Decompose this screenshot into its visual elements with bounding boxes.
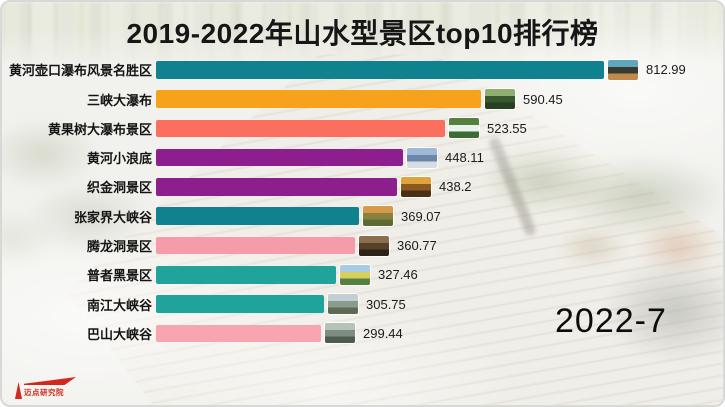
bar-row: 巴山大峡谷 299.44 bbox=[2, 323, 723, 344]
bar-row: 三峡大瀑布 590.45 bbox=[2, 89, 723, 110]
bar-label: 巴山大峡谷 bbox=[86, 326, 152, 342]
bar-row: 黄河小浪底 448.11 bbox=[2, 147, 723, 168]
bar-row: 南江大峡谷 305.75 bbox=[2, 294, 723, 315]
bars: 黄河壶口瀑布风景名胜区 812.99 三峡大瀑布 590.45 黄果树大瀑布景区… bbox=[2, 59, 723, 354]
bar bbox=[156, 148, 403, 167]
bar bbox=[156, 119, 445, 138]
bar-row: 黄果树大瀑布景区 523.55 bbox=[2, 118, 723, 139]
bar bbox=[156, 266, 336, 284]
bar-row: 黄河壶口瀑布风景名胜区 812.99 bbox=[2, 59, 723, 80]
bar bbox=[156, 90, 481, 108]
bar-row: 普者黑景区 327.46 bbox=[2, 264, 723, 285]
bar-value: 438.2 bbox=[439, 179, 472, 195]
bar-label: 腾龙洞景区 bbox=[86, 239, 152, 255]
bar bbox=[156, 295, 324, 313]
bar bbox=[156, 324, 321, 343]
bar-label: 黄果树大瀑布景区 bbox=[47, 121, 152, 137]
bar-label: 南江大峡谷 bbox=[86, 297, 152, 313]
bar-thumbnail bbox=[363, 206, 393, 227]
bar-value: 299.44 bbox=[363, 325, 403, 341]
bar-thumbnail bbox=[449, 118, 479, 139]
bar-value: 523.55 bbox=[487, 120, 527, 136]
bar-value: 448.11 bbox=[445, 150, 484, 166]
bar-thumbnail bbox=[485, 89, 515, 110]
watermark-text: 迈点研究院 bbox=[24, 388, 64, 397]
bar-thumbnail bbox=[328, 294, 358, 315]
bar-label: 三峡大瀑布 bbox=[86, 92, 152, 108]
bar-label: 黄河小浪底 bbox=[86, 151, 152, 167]
bar-label: 黄河壶口瀑布风景名胜区 bbox=[8, 63, 152, 79]
bar-value: 327.46 bbox=[378, 267, 418, 283]
bar-thumbnail bbox=[401, 176, 431, 197]
watermark-logo: 迈点研究院 bbox=[15, 375, 81, 401]
lighthouse-icon bbox=[15, 382, 22, 399]
bar-value: 360.77 bbox=[397, 238, 437, 254]
chart-title: 2019-2022年山水型景区top10排行榜 bbox=[126, 18, 599, 49]
bar bbox=[156, 236, 355, 255]
bar-label: 张家界大峡谷 bbox=[73, 209, 152, 225]
bar-label: 织金洞景区 bbox=[86, 180, 152, 196]
bar-thumbnail bbox=[359, 235, 389, 256]
bar-value: 812.99 bbox=[646, 62, 686, 78]
bar bbox=[156, 207, 359, 225]
bar-row: 张家界大峡谷 369.07 bbox=[2, 206, 723, 227]
bar-row: 织金洞景区 438.2 bbox=[2, 176, 723, 197]
bar-thumbnail bbox=[340, 264, 370, 285]
swoosh-icon bbox=[24, 377, 76, 385]
bar-value: 590.45 bbox=[523, 91, 563, 107]
bar-row: 腾龙洞景区 360.77 bbox=[2, 235, 723, 256]
bar bbox=[156, 178, 397, 196]
bar-label: 普者黑景区 bbox=[86, 268, 152, 284]
bar bbox=[156, 61, 604, 79]
bar-thumbnail bbox=[325, 323, 355, 344]
period-label: 2022-7 bbox=[555, 302, 667, 340]
bar-thumbnail bbox=[407, 147, 437, 168]
bar-thumbnail bbox=[608, 59, 638, 80]
bar-value: 305.75 bbox=[366, 296, 406, 312]
bar-value: 369.07 bbox=[401, 208, 441, 224]
